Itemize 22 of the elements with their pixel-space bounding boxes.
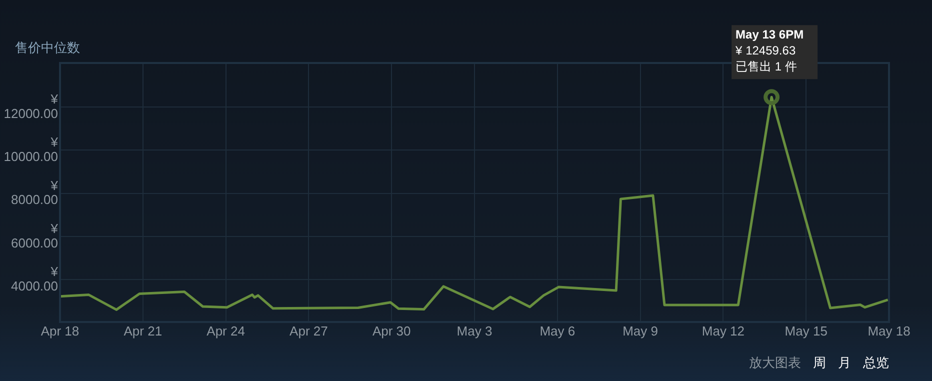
x-tick-label: May 6 bbox=[540, 323, 576, 338]
text: 放大图表 bbox=[749, 356, 801, 371]
x-tick-label: May 3 bbox=[456, 323, 492, 338]
x-tick-label: Apr 24 bbox=[206, 323, 245, 338]
y-tick-label: ¥ 10000.00 bbox=[4, 134, 59, 164]
text: 月 bbox=[838, 356, 851, 371]
text: 周 bbox=[813, 356, 826, 371]
x-tick-label: Apr 30 bbox=[372, 323, 411, 338]
chart-title: 售价中位数 bbox=[15, 41, 80, 56]
x-tick-label: May 15 bbox=[784, 323, 828, 338]
x-tick-label: Apr 27 bbox=[290, 323, 328, 338]
y-tick-label: ¥ 4000.00 bbox=[11, 264, 59, 294]
x-tick-label: May 9 bbox=[622, 323, 658, 338]
y-tick-label: ¥ 12000.00 bbox=[4, 91, 59, 121]
annotation: May 13 6PM ¥ 12459.63 已售出 1 件 bbox=[734, 27, 804, 74]
x-tick-label: May 12 bbox=[702, 323, 745, 338]
x-tick-label: Apr 21 bbox=[124, 323, 162, 338]
x-tick-label: May 18 bbox=[868, 323, 910, 338]
text: 总览 bbox=[863, 356, 889, 371]
y-tick-label: ¥ 8000.00 bbox=[11, 178, 59, 208]
x-tick-label: Apr 18 bbox=[40, 323, 80, 338]
y-tick-label: ¥ 6000.00 bbox=[11, 220, 59, 250]
